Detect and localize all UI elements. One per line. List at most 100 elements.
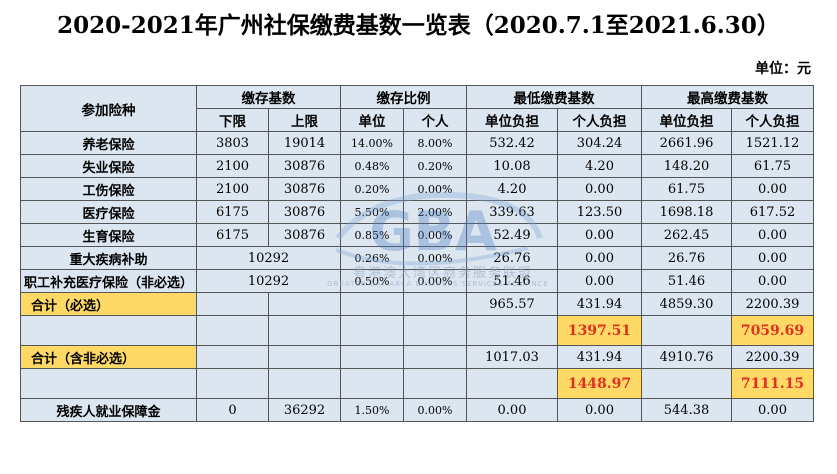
header-personal-rate: 个人	[403, 108, 467, 132]
upper-limit: 19014	[268, 131, 341, 155]
table-row: 职工补充医疗保险（非必选） 10292 0.50% 0.00% 51.46 0.…	[20, 269, 814, 293]
min-personal-burden: 123.50	[557, 200, 642, 224]
max-unit-burden: 1698.18	[641, 200, 732, 224]
table-row: 失业保险 2100 30876 0.48% 0.20% 10.08 4.20 1…	[20, 154, 814, 178]
max-unit-burden: 4910.76	[641, 345, 732, 369]
total-optional-row: 合计（含非必选） 1017.03 431.94 4910.76 2200.39	[20, 345, 814, 369]
min-unit-burden: 4.20	[466, 177, 558, 201]
min-total-optional: 1448.97	[557, 368, 642, 399]
min-personal-burden: 431.94	[557, 345, 642, 369]
upper-limit: 30876	[268, 154, 341, 178]
lower-limit: 0	[196, 398, 269, 422]
unit-rate: 0.26%	[340, 246, 404, 270]
header-upper-limit: 上限	[268, 108, 341, 132]
min-personal-burden: 0.00	[557, 223, 642, 247]
insurance-name: 残疾人就业保障金	[20, 398, 197, 422]
personal-rate: 2.00%	[403, 200, 467, 224]
table-row: 养老保险 3803 19014 14.00% 8.00% 532.42 304.…	[20, 131, 814, 155]
max-unit-burden: 61.75	[641, 177, 732, 201]
insurance-name: 工伤保险	[20, 177, 197, 201]
insurance-name: 养老保险	[20, 131, 197, 155]
min-unit-burden: 26.76	[466, 246, 558, 270]
header-contribution-base: 缴存基数	[196, 85, 341, 109]
unit-rate: 0.20%	[340, 177, 404, 201]
min-unit-burden: 1017.03	[466, 345, 558, 369]
min-unit-burden: 10.08	[466, 154, 558, 178]
max-unit-burden: 2661.96	[641, 131, 732, 155]
max-unit-burden: 148.20	[641, 154, 732, 178]
min-unit-burden: 965.57	[466, 292, 558, 316]
lower-limit: 6175	[196, 200, 269, 224]
max-personal-burden: 0.00	[731, 223, 814, 247]
header-unit-rate: 单位	[340, 108, 404, 132]
personal-rate: 0.00%	[403, 223, 467, 247]
max-personal-burden: 617.52	[731, 200, 814, 224]
unit-rate: 5.50%	[340, 200, 404, 224]
min-unit-burden: 339.63	[466, 200, 558, 224]
table-row: 残疾人就业保障金 0 36292 1.50% 0.00% 0.00 0.00 5…	[20, 398, 814, 422]
personal-rate: 0.00%	[403, 269, 467, 293]
header-row-1: 参加险种 缴存基数 缴存比例 最低缴费基数 最高缴费基数	[20, 85, 814, 132]
upper-limit: 36292	[268, 398, 341, 422]
total-optional-sum-row: 1448.97 7111.15	[20, 368, 814, 399]
max-personal-burden: 0.00	[731, 398, 814, 422]
header-lower-limit: 下限	[196, 108, 269, 132]
personal-rate: 0.20%	[403, 154, 467, 178]
max-personal-burden: 0.00	[731, 177, 814, 201]
unit-label: 单位：元	[755, 61, 811, 77]
max-personal-burden: 1521.12	[731, 131, 814, 155]
max-personal-burden: 2200.39	[731, 292, 814, 316]
insurance-name: 重大疾病补助	[20, 246, 197, 270]
contribution-table: 参加险种 缴存基数 缴存比例 最低缴费基数 最高缴费基数 下限 上限 单位 个人…	[20, 85, 814, 422]
personal-rate: 0.00%	[403, 246, 467, 270]
unit-rate: 0.48%	[340, 154, 404, 178]
personal-rate: 8.00%	[403, 131, 467, 155]
min-personal-burden: 4.20	[557, 154, 642, 178]
total-required-label: 合计（必选）	[20, 292, 197, 316]
min-personal-burden: 0.00	[557, 398, 642, 422]
min-personal-burden: 0.00	[557, 177, 642, 201]
max-personal-burden: 61.75	[731, 154, 814, 178]
personal-rate: 0.00%	[403, 177, 467, 201]
upper-limit: 30876	[268, 200, 341, 224]
header-max-payment-base: 最高缴费基数	[641, 85, 814, 109]
unit-rate: 0.50%	[340, 269, 404, 293]
min-total-required: 1397.51	[557, 315, 642, 346]
max-unit-burden: 51.46	[641, 269, 732, 293]
insurance-name: 生育保险	[20, 223, 197, 247]
max-personal-burden: 2200.39	[731, 345, 814, 369]
page-title: 2020-2021年广州社保缴费基数一览表（2020.7.1至2021.6.30…	[57, 12, 780, 39]
table-row: 工伤保险 2100 30876 0.20% 0.00% 4.20 0.00 61…	[20, 177, 814, 201]
unit-rate: 14.00%	[340, 131, 404, 155]
lower-limit: 2100	[196, 154, 269, 178]
unit-rate: 0.85%	[340, 223, 404, 247]
lower-limit: 6175	[196, 223, 269, 247]
max-unit-burden: 26.76	[641, 246, 732, 270]
header-min-payment-base: 最低缴费基数	[466, 85, 642, 109]
max-unit-burden: 544.38	[641, 398, 732, 422]
total-required-row: 合计（必选） 965.57 431.94 4859.30 2200.39	[20, 292, 814, 316]
min-unit-burden: 0.00	[466, 398, 558, 422]
header-min-unit-burden: 单位负担	[466, 108, 558, 132]
unit-rate: 1.50%	[340, 398, 404, 422]
max-total-required: 7059.69	[731, 315, 814, 346]
total-optional-label: 合计（含非必选）	[20, 345, 197, 369]
table-row: 医疗保险 6175 30876 5.50% 2.00% 339.63 123.5…	[20, 200, 814, 224]
personal-rate: 0.00%	[403, 398, 467, 422]
min-personal-burden: 431.94	[557, 292, 642, 316]
header-row-2: 下限 上限 单位 个人 单位负担 个人负担 单位负担 个人负担	[21, 108, 814, 132]
max-personal-burden: 0.00	[731, 246, 814, 270]
max-unit-burden: 4859.30	[641, 292, 732, 316]
header-min-personal-burden: 个人负担	[557, 108, 642, 132]
table-row: 重大疾病补助 10292 0.26% 0.00% 26.76 0.00 26.7…	[20, 246, 814, 270]
header-max-unit-burden: 单位负担	[641, 108, 732, 132]
header-max-personal-burden: 个人负担	[731, 108, 814, 132]
insurance-name: 医疗保险	[20, 200, 197, 224]
table-row: 生育保险 6175 30876 0.85% 0.00% 52.49 0.00 2…	[20, 223, 814, 247]
min-personal-burden: 0.00	[557, 246, 642, 270]
min-unit-burden: 51.46	[466, 269, 558, 293]
contribution-base: 10292	[196, 246, 341, 270]
max-total-optional: 7111.15	[731, 368, 814, 399]
lower-limit: 2100	[196, 177, 269, 201]
min-personal-burden: 0.00	[557, 269, 642, 293]
